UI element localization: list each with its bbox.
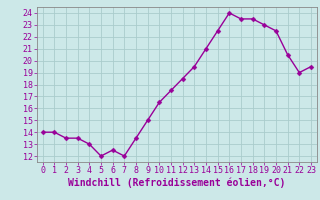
X-axis label: Windchill (Refroidissement éolien,°C): Windchill (Refroidissement éolien,°C) [68,178,285,188]
